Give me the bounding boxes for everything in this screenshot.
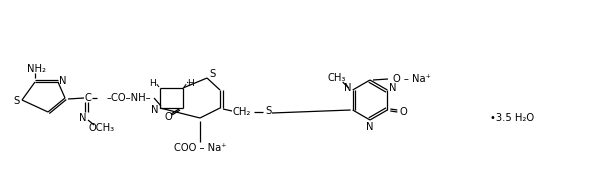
Text: •3.5 H₂O: •3.5 H₂O — [490, 113, 534, 123]
Text: N: N — [79, 113, 87, 123]
Text: H: H — [148, 78, 156, 88]
Text: S: S — [13, 96, 19, 106]
Text: N: N — [344, 83, 352, 93]
Text: CH₂: CH₂ — [233, 107, 251, 117]
Text: C: C — [84, 93, 91, 103]
Text: –CO–NH–: –CO–NH– — [107, 93, 151, 103]
Text: OCH₃: OCH₃ — [89, 123, 115, 133]
Text: N: N — [366, 122, 374, 132]
Text: S: S — [265, 106, 271, 116]
Text: O: O — [399, 107, 407, 117]
Text: N: N — [151, 105, 159, 115]
Text: N: N — [388, 83, 396, 93]
Text: N: N — [59, 76, 67, 86]
Text: NH₂: NH₂ — [27, 64, 46, 74]
Text: O: O — [164, 112, 172, 122]
Text: S: S — [209, 69, 215, 79]
Text: CH₃: CH₃ — [327, 73, 346, 83]
Text: H: H — [188, 78, 194, 88]
Text: O – Na⁺: O – Na⁺ — [393, 74, 431, 84]
Text: COO – Na⁺: COO – Na⁺ — [174, 143, 226, 153]
